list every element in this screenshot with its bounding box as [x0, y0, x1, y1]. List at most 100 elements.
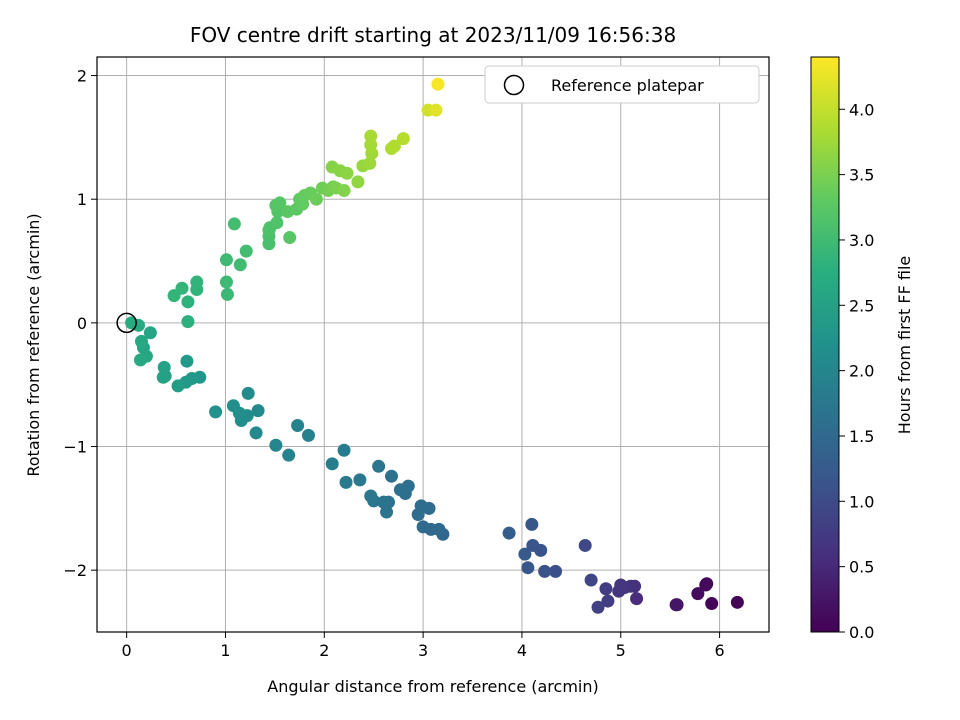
colorbar-tick-label: 0.5: [849, 558, 874, 577]
data-point: [220, 287, 234, 301]
x-tick-label: 4: [517, 641, 527, 660]
data-point: [393, 483, 407, 497]
data-point: [599, 582, 613, 596]
data-point: [239, 244, 253, 258]
colorbar-tick-label: 2.5: [849, 296, 874, 315]
colorbar: [810, 56, 840, 633]
data-point: [691, 587, 705, 601]
grid: [97, 57, 769, 632]
data-point: [340, 166, 354, 180]
data-point: [227, 217, 241, 231]
data-point: [181, 295, 195, 309]
data-point: [521, 561, 535, 575]
data-point: [431, 77, 445, 91]
data-point: [372, 459, 386, 473]
x-axis-label: Angular distance from reference (arcmin): [267, 677, 598, 696]
data-point: [337, 443, 351, 457]
data-point: [429, 103, 443, 117]
data-point: [591, 600, 605, 614]
y-tick-label: −1: [63, 438, 87, 457]
data-point: [730, 595, 744, 609]
data-point: [273, 196, 287, 210]
data-point: [364, 129, 378, 143]
data-point: [251, 404, 265, 418]
data-point: [219, 275, 233, 289]
data-point: [416, 520, 430, 534]
data-point: [233, 258, 247, 272]
y-tick-label: −2: [63, 561, 87, 580]
data-point: [351, 175, 365, 189]
data-point: [364, 489, 378, 503]
data-point: [283, 231, 297, 245]
colorbar-ticks: 0.0 0.5 1.0 1.5 2.0 2.5 3.0 3.5 4.0: [839, 100, 874, 642]
y-tick-label: 2: [77, 67, 87, 86]
data-point: [549, 564, 563, 578]
colorbar-tick-label: 1.0: [849, 492, 874, 511]
data-point: [291, 418, 305, 432]
data-point: [630, 592, 644, 606]
colorbar-tick-label: 3.5: [849, 166, 874, 185]
x-axis-ticks: 0 1 2 3 4 5 6: [122, 632, 725, 660]
data-point: [584, 573, 598, 587]
colorbar-label: Hours from first FF file: [895, 256, 914, 435]
x-tick-label: 0: [122, 641, 132, 660]
data-point: [209, 405, 223, 419]
colorbar-tick-label: 4.0: [849, 100, 874, 119]
data-point: [384, 469, 398, 483]
colorbar-tick-label: 0.0: [849, 623, 874, 642]
data-point: [241, 386, 255, 400]
data-point: [309, 192, 323, 206]
data-point: [396, 132, 410, 146]
data-point: [134, 334, 148, 348]
y-axis-label: Rotation from reference (arcmin): [24, 213, 43, 476]
data-point: [601, 594, 615, 608]
data-point: [705, 597, 719, 611]
y-tick-label: 1: [77, 190, 87, 209]
data-point: [269, 438, 283, 452]
data-point: [411, 508, 425, 522]
data-point: [377, 495, 391, 509]
data-point: [670, 598, 684, 612]
colorbar-tick-label: 1.5: [849, 427, 874, 446]
legend: Reference platepar: [484, 65, 760, 104]
data-point: [249, 426, 263, 440]
data-point: [301, 428, 315, 442]
data-point: [699, 578, 713, 592]
data-point: [156, 370, 170, 384]
data-point: [538, 564, 552, 578]
x-tick-label: 6: [714, 641, 724, 660]
data-point: [339, 475, 353, 489]
scatter-points: [125, 77, 744, 614]
data-point: [143, 326, 157, 340]
data-point: [157, 360, 171, 374]
reference-platepar-marker: [116, 312, 137, 334]
data-point: [219, 253, 233, 267]
data-point: [502, 526, 516, 540]
data-point: [612, 584, 626, 598]
data-point: [226, 399, 240, 413]
x-tick-label: 3: [418, 641, 428, 660]
data-point: [337, 184, 351, 198]
data-point: [526, 538, 540, 552]
y-tick-label: 0: [77, 314, 87, 333]
y-axis-ticks: −2 −1 0 1 2: [63, 67, 97, 580]
data-point: [180, 354, 194, 368]
colorbar-tick-label: 2.0: [849, 362, 874, 381]
x-tick-label: 5: [616, 641, 626, 660]
data-point: [363, 156, 377, 170]
data-point: [190, 275, 204, 289]
data-point: [171, 379, 185, 393]
data-point: [380, 505, 394, 519]
data-point: [525, 517, 539, 531]
x-tick-label: 2: [319, 641, 329, 660]
chart-title: FOV centre drift starting at 2023/11/09 …: [190, 23, 676, 47]
data-point: [353, 473, 367, 487]
data-point: [167, 289, 181, 303]
data-point: [133, 353, 147, 367]
data-point: [325, 457, 339, 471]
data-point: [518, 547, 532, 561]
colorbar-tick-label: 3.0: [849, 231, 874, 250]
legend-entry: Reference platepar: [551, 76, 704, 95]
x-tick-label: 1: [220, 641, 230, 660]
